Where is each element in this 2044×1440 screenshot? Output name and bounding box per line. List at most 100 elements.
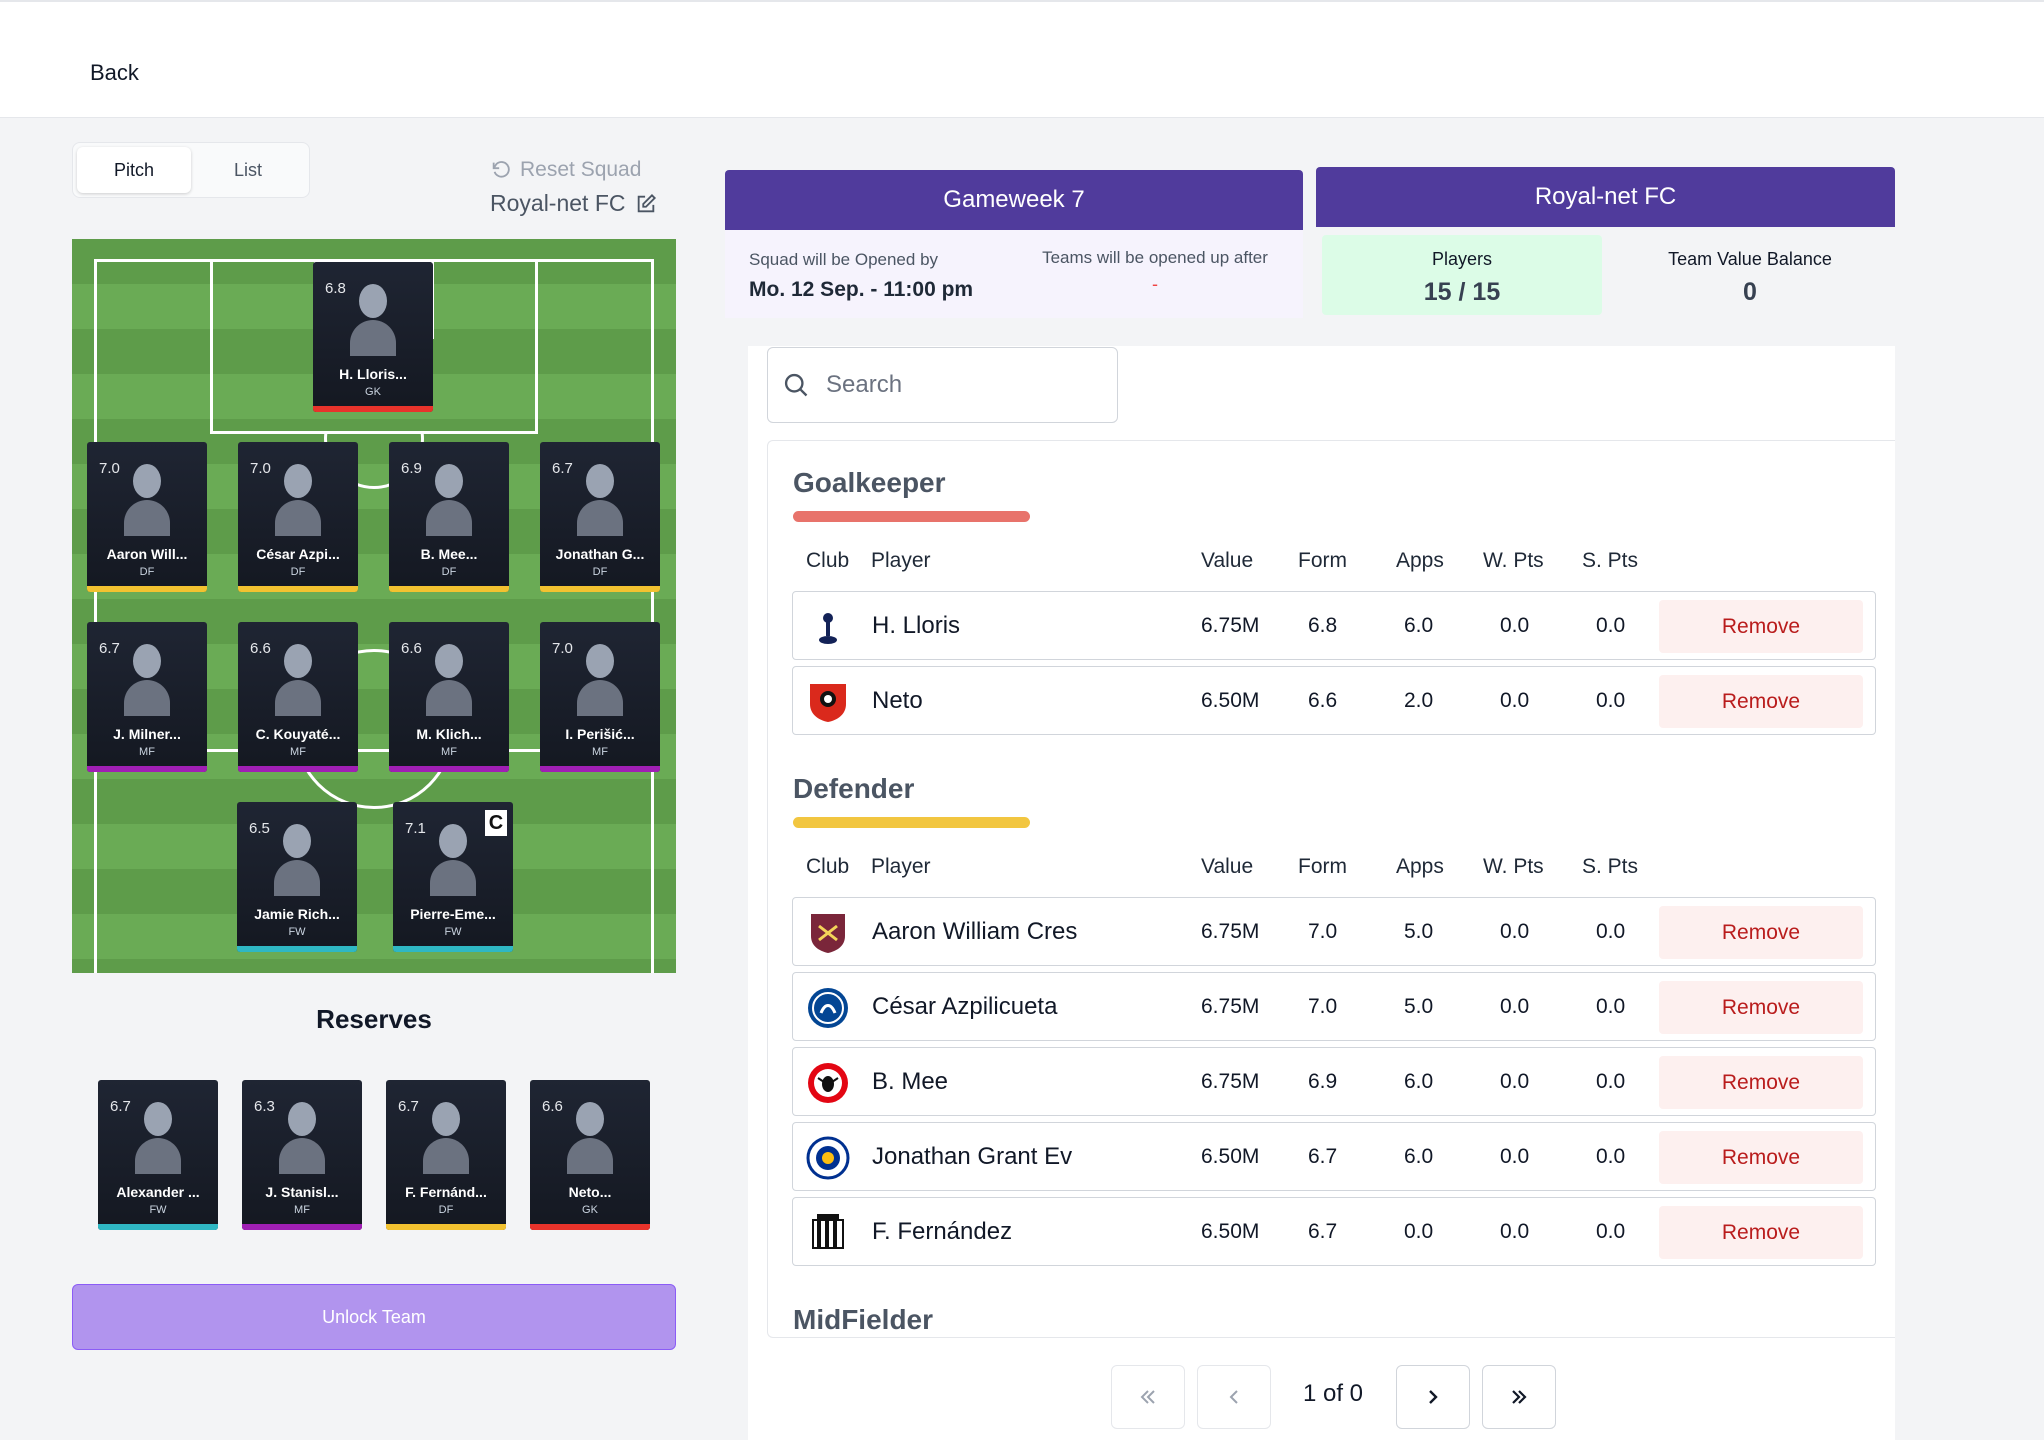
remove-button[interactable]: Remove [1659,675,1863,728]
player-card-name: B. Mee... [420,546,478,562]
player-rating: 6.7 [99,640,120,657]
column-header: Form [1298,855,1347,878]
player-rating: 6.6 [542,1098,563,1115]
player-wpts: 0.0 [1500,614,1530,637]
player-wpts: 0.0 [1500,1145,1530,1168]
player-card[interactable]: 7.0 Aaron Will... DF [87,442,207,592]
player-value: 6.75M [1201,614,1260,637]
edit-icon[interactable] [635,193,657,215]
group-color-bar [793,817,1030,828]
prev-page-button[interactable] [1197,1365,1271,1429]
player-card-name: J. Milner... [113,726,181,742]
player-card-name: C. Kouyaté... [255,726,341,742]
teams-open-value: - [1152,274,1158,294]
chelsea-crest-icon [808,988,848,1028]
table-row: H. Lloris 6.75M 6.8 6.0 0.0 0.0 Remove [792,591,1876,660]
table-row: Neto 6.50M 6.6 2.0 0.0 0.0 Remove [792,666,1876,735]
balance-value: 0 [1743,278,1757,306]
player-position: DF [438,1204,454,1216]
position-color-bar [540,586,660,592]
first-page-button[interactable] [1111,1365,1185,1429]
player-card[interactable]: 6.6 Neto... GK [530,1080,650,1230]
player-avatar [577,464,623,536]
remove-button[interactable]: Remove [1659,981,1863,1034]
player-avatar [279,1102,325,1174]
position-color-bar [389,766,509,772]
player-card[interactable]: 6.9 B. Mee... DF [389,442,509,592]
player-card[interactable]: 6.6 M. Klich... MF [389,622,509,772]
player-position: FW [288,926,306,938]
remove-button[interactable]: Remove [1659,1056,1863,1109]
squad-open-value: Mo. 12 Sep. - 11:00 pm [749,278,974,301]
team-stats: Players 15 / 15 Team Value Balance 0 [1316,227,1895,321]
position-color-bar [87,766,207,772]
search-input[interactable] [826,371,1086,399]
player-position: DF [290,566,306,578]
gameweek-title: Gameweek 7 [725,170,1303,230]
player-card[interactable]: 7.1 Pierre-Eme... FW C [393,802,513,952]
player-avatar [426,464,472,536]
teams-open-label: Teams will be opened up after [1042,248,1268,267]
position-color-bar [389,586,509,592]
table-header: Club Player Value Form Apps W. Pts S. Pts [768,541,1895,581]
search-box [767,347,1118,423]
player-avatar [135,1102,181,1174]
player-wpts: 0.0 [1500,1220,1530,1243]
position-color-bar [238,586,358,592]
remove-button[interactable]: Remove [1659,1131,1863,1184]
next-page-button[interactable] [1396,1365,1470,1429]
column-header: S. Pts [1582,549,1639,572]
player-spts: 0.0 [1596,1220,1626,1243]
top-bar: Back [0,0,2044,118]
player-card[interactable]: 6.7 F. Fernánd... DF [386,1080,506,1230]
position-color-bar [238,766,358,772]
player-card[interactable]: 7.0 César Azpi... DF [238,442,358,592]
player-card[interactable]: 6.6 C. Kouyaté... MF [238,622,358,772]
position-color-bar [540,766,660,772]
player-card[interactable]: 6.7 Jonathan G... DF [540,442,660,592]
team-value-balance-stat: Team Value Balance 0 [1610,235,1890,315]
player-card[interactable]: 6.8 H. Lloris... GK [313,262,433,412]
double-chevron-left-icon [1140,1390,1155,1404]
player-apps: 5.0 [1404,920,1434,943]
player-groups: Goalkeeper Club Player Value Form Apps W. Pts S… [767,440,1895,1338]
player-name: Aaron William Cres [872,918,1078,945]
tab-pitch[interactable]: Pitch [77,147,191,193]
player-wpts: 0.0 [1500,1070,1530,1093]
captain-badge: C [485,810,507,836]
player-card[interactable]: 6.7 Alexander ... FW [98,1080,218,1230]
player-form: 6.7 [1308,1220,1338,1243]
player-rating: 6.5 [249,820,270,837]
tab-list[interactable]: List [233,159,262,180]
player-avatar [426,644,472,716]
remove-button[interactable]: Remove [1659,1206,1863,1259]
player-position: GK [582,1204,598,1216]
player-spts: 0.0 [1596,1145,1626,1168]
newcastle-crest-icon [812,1214,844,1249]
player-card[interactable]: 6.5 Jamie Rich... FW [237,802,357,952]
column-header: Club [806,855,850,878]
player-position: FW [444,926,462,938]
back-link[interactable]: Back [90,60,139,85]
player-avatar [124,464,170,536]
position-color-bar [393,946,513,952]
reset-squad-button[interactable]: Reset Squad [490,158,641,182]
player-card[interactable]: 6.7 J. Milner... MF [87,622,207,772]
squad-name: Royal-net FC [490,190,657,217]
table-header: Club Player Value Form Apps W. Pts S. Pts [768,847,1895,887]
remove-button[interactable]: Remove [1659,906,1863,959]
column-header: Club [806,549,850,572]
unlock-team-button[interactable]: Unlock Team [72,1284,676,1350]
remove-button[interactable]: Remove [1659,600,1863,653]
last-page-button[interactable] [1482,1365,1556,1429]
table-row: Aaron William Cres 6.75M 7.0 5.0 0.0 0.0 Remov… [792,897,1876,966]
player-spts: 0.0 [1596,920,1626,943]
player-spts: 0.0 [1596,689,1626,712]
player-card[interactable]: 6.3 J. Stanisl... MF [242,1080,362,1230]
player-card-name: Jamie Rich... [254,906,340,922]
player-avatar [350,284,396,356]
position-color-bar [237,946,357,952]
player-card[interactable]: 7.0 I. Perišić... MF [540,622,660,772]
tottenham-crest-icon [808,607,848,647]
column-header: Apps [1396,549,1444,572]
